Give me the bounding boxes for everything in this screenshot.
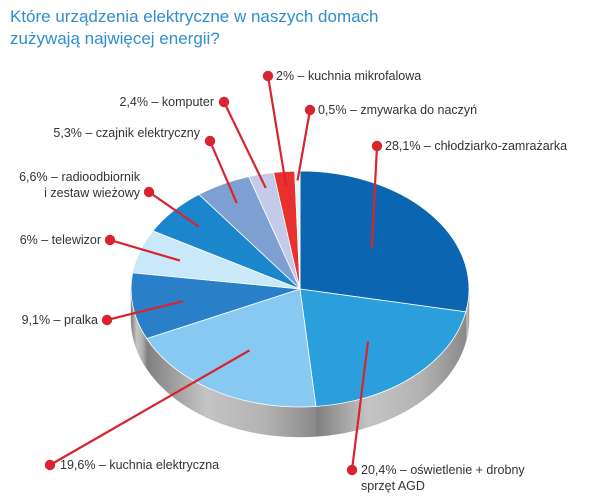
- leader-dot: [346, 464, 358, 476]
- leader-dot: [44, 459, 56, 471]
- leader-line: [49, 349, 251, 466]
- pie-slice-side: [131, 289, 147, 369]
- pie-slice: [146, 288, 317, 408]
- slice-label-line: 19,6% – kuchnia elektryczna: [60, 458, 219, 472]
- leader-line: [148, 191, 200, 228]
- labels-layer: 28,1% – chłodziarko-zamrażarka 20,4% – oś…: [19, 69, 567, 493]
- slice-label: 6% – telewizor: [20, 233, 101, 247]
- chart-title-line-2: zużywają najwięcej energii?: [10, 29, 220, 48]
- pie-slice: [299, 170, 470, 313]
- slice-label-line: 0,5% – zmywarka do naczyń: [318, 103, 477, 117]
- leader-line: [350, 341, 370, 471]
- slice-label: 6,6% – radioodbiornik i zestaw wieżowy: [19, 170, 141, 200]
- chart-title-line-1: Które urządzenia elektryczne w naszych d…: [10, 7, 379, 26]
- leader-dot: [204, 135, 216, 147]
- slice-label-line: 6% – telewizor: [20, 233, 101, 247]
- slice-label: 9,1% – pralka: [22, 313, 98, 327]
- leader-dot: [143, 186, 155, 198]
- slice-label-line: i zestaw wieżowy: [44, 186, 141, 200]
- leader-lines-layer: [44, 70, 383, 476]
- leader-line: [266, 75, 288, 186]
- slice-label: 2% – kuchnia mikrofalowa: [276, 69, 421, 83]
- leader-line: [296, 109, 312, 181]
- slice-label: 19,6% – kuchnia elektryczna: [60, 458, 219, 472]
- slice-label: 20,4% – oświetlenie + drobny sprzęt AGD: [361, 463, 525, 493]
- pie-slice: [299, 288, 467, 407]
- slice-label: 2,4% – komputer: [120, 95, 215, 109]
- leader-dot: [218, 96, 230, 108]
- leader-line: [109, 238, 181, 262]
- leader-dot: [371, 140, 383, 152]
- leader-dot: [262, 70, 274, 82]
- slice-label-line: 6,6% – radioodbiornik: [19, 170, 141, 184]
- leader-line: [106, 300, 184, 322]
- chart-title: Które urządzenia elektryczne w naszych d…: [10, 6, 379, 50]
- leader-dot: [104, 234, 116, 246]
- slice-label-line: 2% – kuchnia mikrofalowa: [276, 69, 421, 83]
- slice-label-line: 5,3% – czajnik elektryczny: [53, 126, 200, 140]
- slice-label-line: 9,1% – pralka: [22, 313, 98, 327]
- slice-label-line: sprzęt AGD: [361, 479, 425, 493]
- slice-label: 0,5% – zmywarka do naczyń: [318, 103, 477, 117]
- leader-line: [208, 140, 238, 204]
- pie-top-layer: [130, 170, 470, 408]
- slice-label: 5,3% – czajnik elektryczny: [53, 126, 200, 140]
- pie-slice: [130, 272, 301, 340]
- pie-slice-side: [146, 338, 316, 438]
- pie-slice-side: [315, 311, 466, 437]
- leader-dot: [101, 314, 113, 326]
- leader-line: [370, 145, 379, 248]
- slice-label-line: 2,4% – komputer: [120, 95, 215, 109]
- slice-label-line: 20,4% – oświetlenie + drobny: [361, 463, 525, 477]
- leader-dot: [304, 104, 316, 116]
- slice-label-line: 28,1% – chłodziarko-zamrażarka: [385, 139, 567, 153]
- slice-label: 28,1% – chłodziarko-zamrażarka: [385, 139, 567, 153]
- leader-line: [223, 101, 267, 189]
